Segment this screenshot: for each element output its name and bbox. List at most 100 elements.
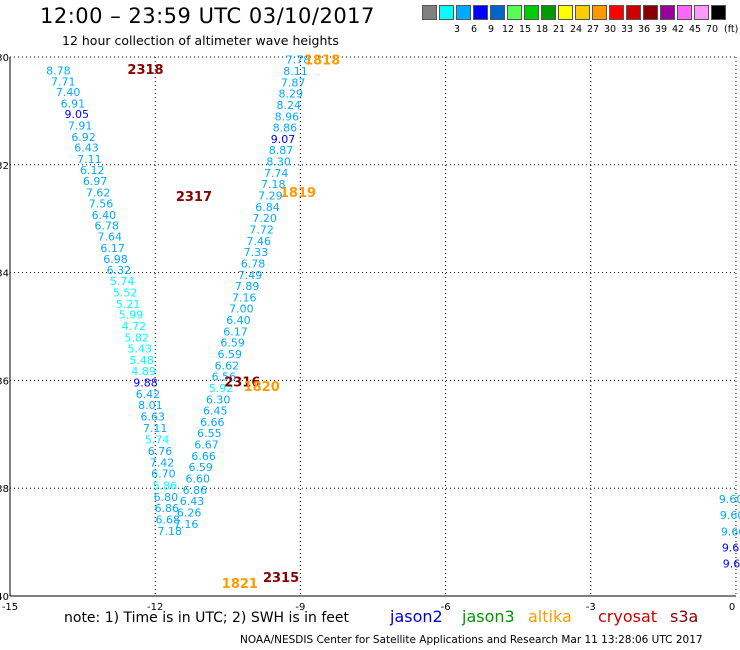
- satellite-label-altika: altika: [528, 607, 572, 626]
- swh-data-label-altika: 7.89: [235, 280, 260, 293]
- swh-data-label-jason3: 9.60: [722, 541, 740, 554]
- x-tick-label: 0: [729, 602, 735, 613]
- legend-swatch: [507, 5, 522, 20]
- legend-tick-label: 6: [470, 24, 478, 35]
- swh-data-label-altika: 6.59: [188, 461, 213, 474]
- swh-data-label-s3a: 6.86: [155, 502, 180, 515]
- satellite-label-jason2: jason2: [390, 607, 443, 626]
- swh-data-label-s3a: 6.63: [141, 411, 166, 424]
- legend-tick-label: 3: [453, 24, 461, 35]
- time-label: 2315: [263, 571, 299, 586]
- y-tick-label: -30: [0, 53, 9, 64]
- swh-data-label-s3a: 5.74: [110, 275, 135, 288]
- swh-data-label-s3a: 6.68: [156, 513, 181, 526]
- swh-data-label-altika: 7.78: [286, 54, 311, 67]
- swh-data-label-s3a: 4.72: [122, 320, 147, 333]
- swh-data-label-altika: 9.07: [271, 133, 296, 146]
- satellite-label-jason3: jason3: [462, 607, 515, 626]
- swh-data-label-altika: 7.87: [281, 76, 306, 89]
- swh-data-label-altika: 8.30: [266, 156, 291, 169]
- x-tick-label: -12: [147, 602, 163, 613]
- time-label: 1818: [304, 54, 340, 69]
- swh-data-label-altika: 6.62: [215, 359, 240, 372]
- swh-data-label-altika: 8.11: [283, 65, 308, 78]
- swh-data-label-altika: 7.00: [229, 303, 254, 316]
- legend-swatch: [609, 5, 624, 20]
- legend-swatch: [660, 5, 675, 20]
- swh-data-label-altika: 7.16: [232, 291, 257, 304]
- swh-data-label-altika: 6.67: [194, 439, 219, 452]
- legend-tick-label: 27: [586, 24, 600, 35]
- swh-data-label-altika: 7.72: [249, 223, 274, 236]
- legend-swatch: [422, 5, 437, 20]
- swh-data-label-s3a: 6.43: [74, 142, 99, 155]
- swh-data-label-s3a: 6.42: [136, 388, 161, 401]
- swh-data-label-altika: 8.96: [275, 110, 300, 123]
- swh-data-label-altika: 6.55: [197, 427, 222, 440]
- legend-swatch: [711, 5, 726, 20]
- time-label: 1819: [280, 186, 316, 201]
- swh-data-label-s3a: 6.97: [83, 175, 108, 188]
- swh-data-label-s3a: 5.43: [127, 343, 152, 356]
- swh-data-label-jason3: 9.60: [719, 493, 740, 506]
- legend-swatch: [677, 5, 692, 20]
- swh-data-label-s3a: 5.21: [116, 298, 141, 311]
- swh-data-label-altika: 6.66: [200, 416, 225, 429]
- legend-tick-label: 9: [487, 24, 495, 35]
- swh-data-label-jason3: 9.60: [723, 558, 740, 571]
- swh-data-label-s3a: 6.91: [61, 97, 86, 110]
- swh-data-label-s3a: 4.89: [131, 365, 156, 378]
- swh-data-label-altika: 8.87: [269, 144, 294, 157]
- swh-data-label-s3a: 5.52: [113, 287, 138, 300]
- swh-data-label-altika: 7.18: [261, 178, 286, 191]
- swh-data-label-s3a: 6.17: [100, 242, 125, 255]
- swh-data-label-s3a: 5.99: [119, 309, 144, 322]
- legend-swatch: [626, 5, 641, 20]
- swh-data-label-s3a: 6.80: [154, 491, 179, 504]
- legend-swatch: [524, 5, 539, 20]
- swh-data-label-s3a: 6.12: [80, 164, 105, 177]
- note-text: note: 1) Time is in UTC; 2) SWH is in fe…: [64, 610, 350, 626]
- swh-data-label-altika: 6.17: [223, 325, 248, 338]
- chart-title: 12:00 – 23:59 UTC 03/10/2017: [40, 4, 375, 28]
- swh-data-label-altika: 8.24: [277, 99, 302, 112]
- swh-data-label-s3a: 7.18: [157, 525, 182, 538]
- swh-data-label-s3a: 5.86: [153, 480, 178, 493]
- time-label: 2316: [224, 375, 260, 390]
- time-label: 1820: [244, 380, 280, 395]
- legend-swatch: [439, 5, 454, 20]
- time-label: 1821: [222, 577, 258, 592]
- swh-data-label-jason3: 9.60: [720, 509, 740, 522]
- x-tick-label: -9: [295, 602, 305, 613]
- y-tick-label: -32: [0, 161, 9, 172]
- swh-data-label-s3a: 8.78: [46, 64, 71, 77]
- y-tick-label: -40: [0, 592, 9, 603]
- swh-data-label-s3a: 7.91: [68, 119, 93, 132]
- legend-tick-label: 42: [671, 24, 685, 35]
- legend-tick-label: 45: [688, 24, 702, 35]
- y-tick-label: -36: [0, 376, 9, 387]
- x-tick-label: -3: [586, 602, 596, 613]
- swh-data-label-altika: 6.56: [212, 371, 237, 384]
- swh-data-label-s3a: 7.56: [89, 198, 114, 211]
- swh-data-label-altika: 6.60: [186, 472, 211, 485]
- swh-data-label-s3a: 6.78: [95, 220, 120, 233]
- swh-data-label-altika: 6.66: [191, 450, 216, 463]
- swh-data-label-s3a: 6.92: [71, 131, 96, 144]
- swh-data-label-s3a: 5.74: [145, 434, 170, 447]
- swh-data-label-s3a: 8.01: [138, 399, 163, 412]
- x-tick-label: -6: [441, 602, 451, 613]
- x-tick-label: -15: [2, 602, 18, 613]
- swh-data-label-s3a: 7.62: [86, 186, 111, 199]
- swh-data-label-jason3: 9.60: [721, 525, 740, 538]
- swh-data-label-altika: 6.59: [217, 348, 242, 361]
- legend-swatch: [558, 5, 573, 20]
- swh-data-label-altika: 6.78: [241, 257, 266, 270]
- swh-data-label-s3a: 7.42: [150, 456, 175, 469]
- swh-data-label-altika: 6.59: [220, 337, 245, 350]
- legend-swatch: [473, 5, 488, 20]
- swh-data-label-s3a: 6.70: [151, 468, 176, 481]
- swh-data-label-s3a: 5.82: [125, 331, 150, 344]
- swh-data-label-altika: 6.40: [226, 314, 251, 327]
- swh-data-label-s3a: 6.76: [148, 445, 173, 458]
